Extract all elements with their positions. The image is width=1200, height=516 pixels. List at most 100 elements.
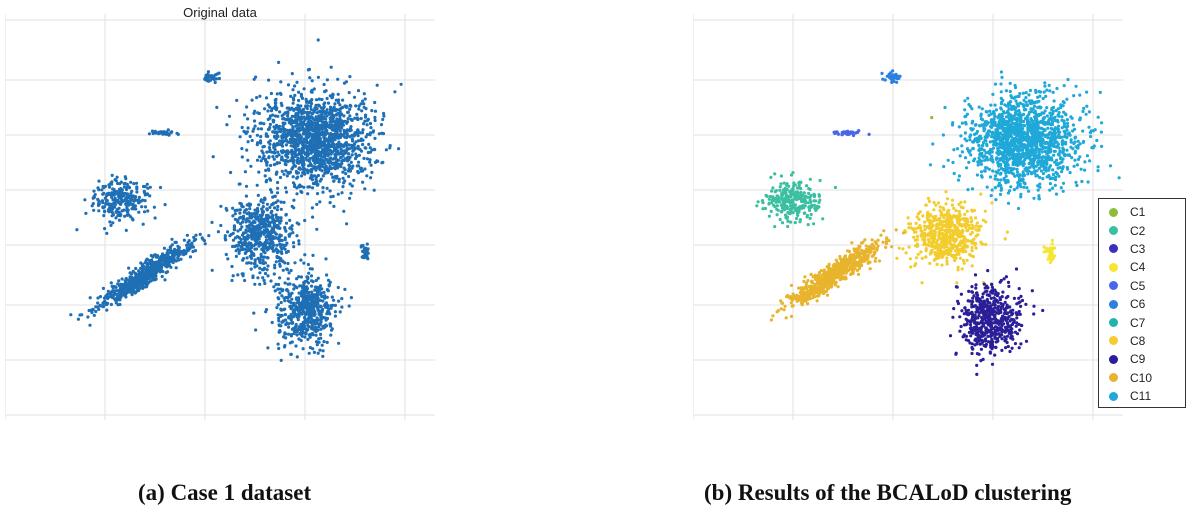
data-point [263, 281, 267, 286]
data-point [777, 200, 781, 204]
data-point [959, 292, 963, 296]
data-point [937, 231, 941, 236]
data-point [312, 350, 316, 354]
data-point [286, 114, 290, 118]
data-point [382, 111, 386, 116]
data-point [278, 110, 282, 114]
data-point [279, 257, 283, 261]
data-point [768, 194, 772, 199]
data-point [140, 205, 144, 209]
data-point [951, 235, 955, 239]
data-point [974, 310, 978, 314]
data-point [281, 158, 285, 162]
data-point [105, 308, 109, 312]
data-point [373, 148, 377, 152]
data-point [365, 132, 370, 137]
data-point [341, 176, 345, 180]
data-point [313, 322, 317, 326]
data-point [881, 77, 885, 81]
data-point [273, 148, 277, 152]
data-point [958, 315, 962, 319]
data-point [270, 190, 274, 194]
data-point [316, 296, 320, 300]
data-point [267, 156, 271, 160]
data-point [231, 214, 235, 218]
data-point [920, 256, 924, 260]
data-point [131, 218, 135, 222]
data-point [251, 224, 255, 228]
data-point [147, 266, 151, 270]
data-point [908, 257, 912, 261]
data-point [939, 211, 944, 215]
data-point [362, 92, 366, 96]
data-point [306, 318, 310, 322]
data-point [310, 116, 314, 120]
data-point [210, 268, 214, 272]
data-point [241, 274, 245, 278]
data-point [356, 144, 360, 148]
data-point [321, 148, 325, 152]
data-point [334, 98, 338, 102]
data-point [791, 171, 795, 175]
data-point [369, 176, 373, 180]
data-point [126, 208, 130, 212]
data-point [259, 198, 263, 202]
plot-title: Original data [183, 5, 257, 20]
data-point [349, 160, 353, 164]
data-point [941, 219, 945, 224]
data-point [289, 352, 293, 356]
data-point [336, 166, 340, 170]
data-point [961, 258, 966, 263]
data-point [335, 128, 339, 132]
data-point [243, 243, 247, 247]
data-point [284, 143, 288, 147]
data-point [206, 70, 210, 74]
data-point [311, 311, 315, 315]
grid-lines [5, 14, 435, 420]
data-point [264, 238, 269, 242]
data-point [284, 221, 289, 225]
data-point [171, 255, 175, 259]
data-point [267, 146, 271, 150]
data-point [325, 186, 329, 190]
data-point [945, 262, 949, 266]
data-point [254, 236, 258, 240]
data-point [950, 198, 955, 202]
data-point [785, 182, 789, 186]
data-point [994, 340, 998, 344]
data-point [122, 198, 126, 202]
data-point [307, 313, 311, 317]
data-point [968, 323, 973, 327]
data-point [158, 185, 163, 190]
data-point [152, 267, 156, 271]
data-point [229, 170, 233, 175]
data-point [329, 124, 334, 128]
data-point [250, 138, 254, 143]
data-point [352, 178, 356, 182]
data-point [314, 177, 318, 181]
data-point [268, 241, 272, 245]
data-point [970, 317, 974, 321]
data-point [303, 110, 307, 114]
data-point [961, 246, 965, 250]
data-point [381, 117, 385, 122]
data-point [808, 187, 812, 191]
data-point [393, 90, 397, 94]
data-point [257, 170, 261, 174]
data-point [957, 202, 961, 207]
data-point [307, 117, 311, 121]
data-point [776, 194, 780, 198]
data-point [770, 201, 774, 205]
data-point [970, 285, 974, 289]
data-point [154, 264, 158, 268]
data-point [105, 199, 109, 203]
data-point [339, 156, 343, 160]
data-point [945, 245, 949, 249]
data-point [165, 265, 169, 269]
data-point [337, 133, 341, 137]
data-point [292, 198, 296, 202]
data-point [266, 346, 270, 350]
data-point [142, 267, 146, 271]
data-point [331, 120, 335, 124]
data-point [229, 232, 233, 237]
